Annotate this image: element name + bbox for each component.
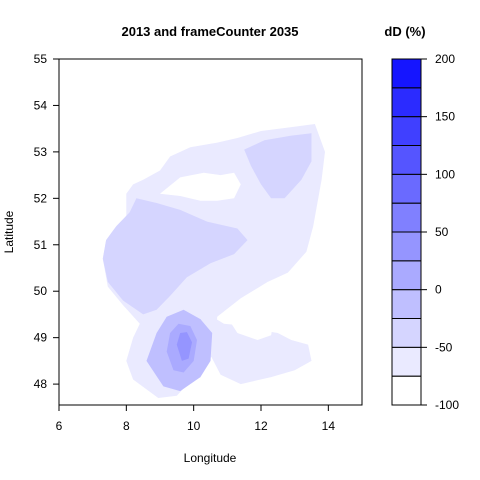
plot-frame <box>58 58 363 406</box>
region-nw-band <box>102 198 248 315</box>
hole-east <box>224 293 282 340</box>
y-axis: 48 49 50 51 52 53 54 55 <box>34 52 59 391</box>
x-axis: 6 8 10 12 14 <box>56 405 336 433</box>
x-tick-label: 10 <box>187 419 201 433</box>
colorbar-band <box>391 173 422 204</box>
y-tick-label: 53 <box>34 145 48 159</box>
colorbar-tick-label: 150 <box>435 110 455 124</box>
colorbar: 200 150 100 50 0 -50 -100 <box>391 52 459 412</box>
plot-area <box>59 59 362 405</box>
colorbar-band <box>391 260 422 291</box>
colorbar-band <box>391 375 422 406</box>
y-tick-label: 49 <box>34 331 48 345</box>
colorbar-tick-label: 50 <box>435 225 449 239</box>
colorbar-tick-label: 200 <box>435 52 455 66</box>
y-tick-label: 52 <box>34 191 48 205</box>
y-tick-label: 51 <box>34 238 48 252</box>
colorbar-tick-label: 100 <box>435 167 455 181</box>
chart-title: 2013 and frameCounter 2035 <box>121 24 298 39</box>
x-tick-label: 12 <box>254 419 268 433</box>
y-axis-label: Latitude <box>2 210 16 253</box>
colorbar-tick-label: -100 <box>435 398 459 412</box>
contour-regions <box>102 124 325 398</box>
x-axis-label: Longitude <box>184 451 237 465</box>
y-tick-label: 50 <box>34 284 48 298</box>
colorbar-band <box>391 145 422 175</box>
colorbar-band <box>391 318 422 348</box>
region-south-peak <box>176 332 192 361</box>
hole-north <box>160 172 241 201</box>
colorbar-band <box>391 87 422 118</box>
colorbar-tick-label: -50 <box>435 340 453 354</box>
region-ne-band <box>244 133 312 199</box>
contour-holes <box>160 172 282 340</box>
x-tick-label: 8 <box>123 419 130 433</box>
y-tick-label: 55 <box>34 52 48 66</box>
colorbar-band <box>391 346 422 377</box>
y-tick-label: 54 <box>34 98 48 112</box>
region-east-lobe <box>200 309 312 385</box>
x-tick-label: 6 <box>56 419 63 433</box>
colorbar-band <box>391 289 422 320</box>
x-tick-label: 14 <box>322 419 336 433</box>
y-tick-label: 48 <box>34 377 48 391</box>
colorbar-title: dD (%) <box>384 24 425 39</box>
colorbar-band <box>391 202 422 233</box>
colorbar-band <box>391 231 422 262</box>
colorbar-tick-label: 0 <box>435 283 442 297</box>
colorbar-band <box>391 116 422 146</box>
colorbar-band <box>391 58 422 89</box>
